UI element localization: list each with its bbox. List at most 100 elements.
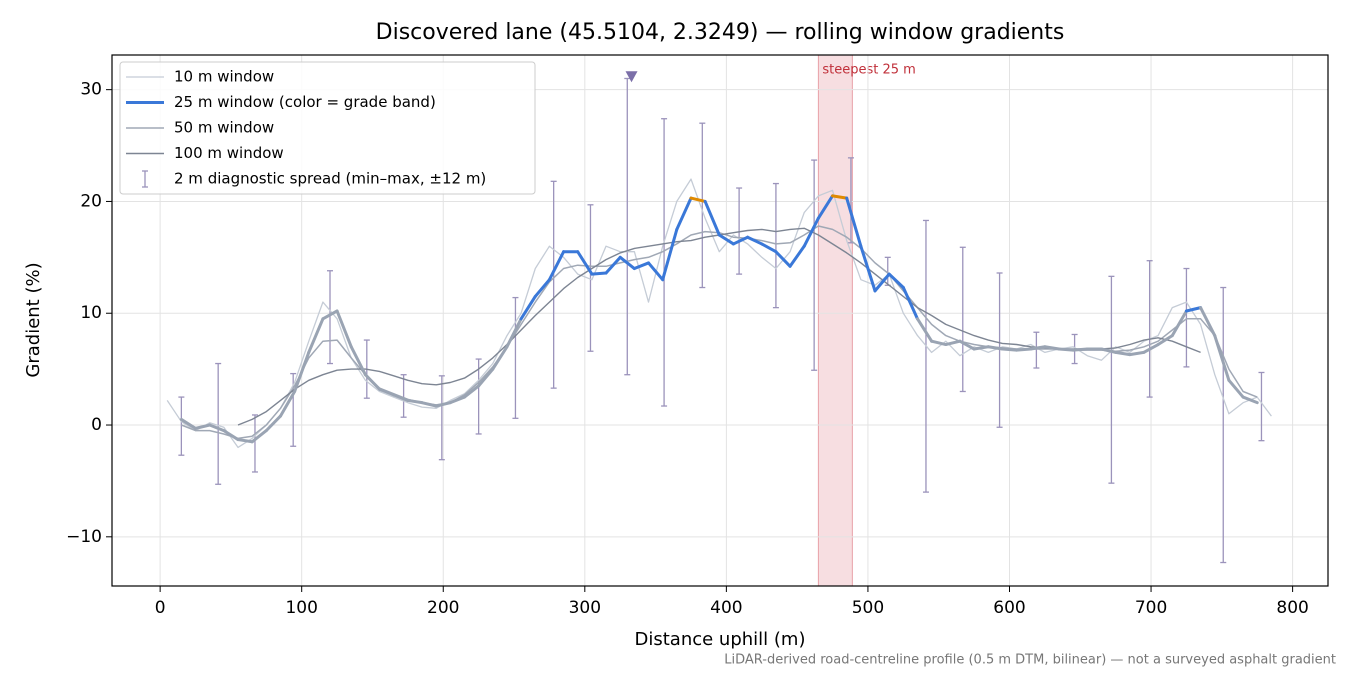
legend-label: 25 m window (color = grade band): [174, 93, 436, 111]
line-segment: [1100, 347, 1118, 354]
line-segment: [717, 233, 735, 246]
line-segment: [278, 389, 297, 418]
line-segment: [1057, 347, 1075, 352]
line-segment: [1071, 347, 1089, 352]
line-segment: [1241, 395, 1259, 405]
line-segment: [1170, 309, 1188, 338]
y-tick-label: −10: [66, 527, 102, 547]
line-segment: [420, 401, 438, 408]
line-segment: [434, 401, 452, 408]
line-segment: [618, 255, 636, 271]
error-bar: [512, 296, 519, 419]
line-segment: [1199, 306, 1217, 338]
line-segment: [1184, 306, 1203, 313]
line-segment: [462, 384, 481, 399]
line-segment: [746, 235, 764, 246]
x-axis-label: Distance uphill (m): [635, 629, 806, 650]
line-segment: [222, 429, 240, 442]
line-segment: [887, 272, 905, 290]
error-bar: [959, 246, 966, 393]
error-bar: [550, 180, 557, 389]
x-tick-label: 300: [569, 598, 601, 618]
highlight-band: [817, 54, 853, 587]
line-segment: [250, 429, 268, 444]
error-bar: [587, 204, 594, 352]
legend-label: 100 m window: [174, 144, 284, 162]
x-tick-label: 600: [993, 598, 1025, 618]
error-bar: [438, 375, 445, 461]
chart-title: Discovered lane (45.5104, 2.3249) — roll…: [376, 20, 1065, 45]
line-segment: [448, 395, 466, 405]
error-bar: [661, 118, 668, 407]
line-segment: [406, 398, 424, 405]
highlight-label: steepest 25 m: [822, 63, 915, 78]
line-segment: [647, 261, 665, 282]
error-bar: [996, 272, 1003, 428]
error-bar: [811, 159, 818, 371]
x-tick-label: 800: [1276, 598, 1308, 618]
line-segment: [392, 393, 410, 402]
line-segment: [1000, 347, 1019, 352]
line-segment: [1142, 343, 1160, 354]
line-segment: [859, 244, 877, 293]
error-bar: [922, 219, 929, 493]
line-segment: [363, 373, 382, 391]
x-tick-label: 500: [852, 598, 884, 618]
line-segment: [179, 417, 198, 430]
line-segment: [845, 196, 863, 248]
line-segment: [689, 196, 707, 203]
line-segment: [293, 350, 311, 393]
error-bar: [475, 358, 482, 435]
error-bar: [1108, 275, 1115, 484]
line-segment: [1156, 334, 1174, 347]
line-segment: [958, 339, 976, 351]
line-segment: [831, 194, 849, 200]
y-tick-label: 30: [80, 80, 102, 100]
line-segment: [604, 255, 622, 275]
error-bar: [327, 270, 334, 365]
legend-label: 50 m window: [174, 119, 274, 137]
line-segment: [1213, 334, 1231, 382]
line-segment: [547, 250, 566, 282]
line-segment: [1029, 345, 1047, 351]
y-axis-label: Gradient (%): [23, 262, 44, 377]
line-segment: [505, 317, 523, 349]
footnote: LiDAR-derived road-centreline profile (0…: [724, 653, 1336, 668]
error-bar: [178, 396, 185, 456]
line-segment: [307, 317, 325, 354]
x-tick-label: 0: [155, 598, 166, 618]
line-segment: [915, 317, 934, 343]
x-tick-label: 100: [285, 598, 317, 618]
line-segment: [972, 345, 990, 351]
legend-label: 10 m window: [174, 68, 274, 86]
line-segment: [901, 286, 919, 321]
line-segment: [378, 387, 396, 397]
error-bar: [772, 182, 779, 309]
line-segment: [194, 423, 212, 430]
line-segment: [236, 438, 254, 444]
error-bar: [1183, 267, 1190, 368]
error-bar: [1033, 331, 1040, 369]
x-tick-label: 700: [1135, 598, 1167, 618]
line-segment: [1227, 378, 1245, 399]
axes-frame: [111, 54, 1329, 587]
legend-swatch: [142, 170, 148, 188]
error-bar: [400, 374, 407, 418]
line-segment: [802, 216, 820, 248]
line-segment: [873, 272, 891, 293]
line-segment: [703, 199, 721, 237]
error-bar: [624, 77, 631, 376]
legend-label: 2 m diagnostic spread (min–max, ±12 m): [174, 170, 486, 188]
error-bar: [1258, 371, 1265, 442]
line-segment: [1114, 350, 1132, 357]
line-segment: [675, 196, 693, 231]
error-bar: [736, 187, 743, 275]
line-segment: [760, 242, 778, 254]
y-tick-label: 0: [91, 415, 102, 435]
x-tick-label: 400: [710, 598, 742, 618]
line-segment: [816, 194, 835, 220]
line-segment: [661, 227, 679, 282]
error-bar: [1220, 286, 1227, 564]
line-segment: [264, 414, 282, 433]
x-tick-label: 200: [427, 598, 459, 618]
